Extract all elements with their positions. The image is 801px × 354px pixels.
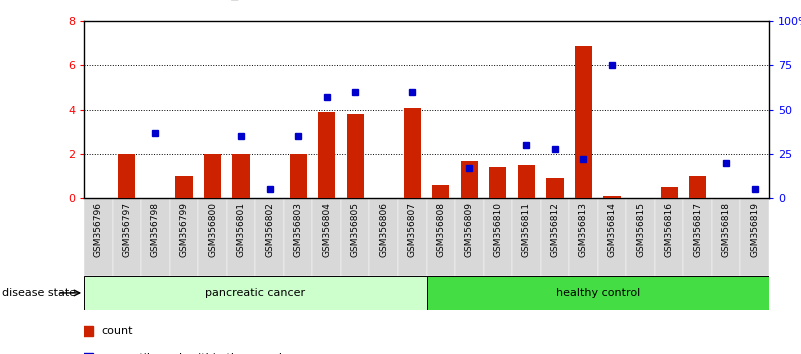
Bar	[347, 114, 364, 198]
Text: GSM356799: GSM356799	[179, 202, 188, 257]
Bar	[426, 276, 769, 310]
Text: GSM356796: GSM356796	[94, 202, 103, 257]
Bar	[227, 198, 256, 276]
Bar	[512, 198, 541, 276]
Text: GSM356809: GSM356809	[465, 202, 474, 257]
Bar	[570, 198, 598, 276]
Text: GSM356814: GSM356814	[607, 202, 617, 257]
Text: GSM356812: GSM356812	[550, 202, 559, 257]
Bar	[661, 187, 678, 198]
Text: percentile rank within the sample: percentile rank within the sample	[101, 353, 289, 354]
Bar	[740, 198, 769, 276]
Bar	[426, 198, 455, 276]
Text: GSM356798: GSM356798	[151, 202, 160, 257]
Text: pancreatic cancer: pancreatic cancer	[205, 288, 305, 298]
Text: GSM356819: GSM356819	[751, 202, 759, 257]
Bar	[398, 198, 426, 276]
Text: GSM356813: GSM356813	[579, 202, 588, 257]
Bar	[712, 198, 740, 276]
Bar	[318, 112, 336, 198]
Bar	[84, 276, 426, 310]
Text: GSM356806: GSM356806	[379, 202, 388, 257]
Bar	[541, 198, 570, 276]
Bar	[455, 198, 484, 276]
Bar	[369, 198, 398, 276]
Text: count: count	[101, 326, 133, 336]
Text: GSM356816: GSM356816	[665, 202, 674, 257]
Text: GSM356804: GSM356804	[322, 202, 331, 257]
Bar	[489, 167, 506, 198]
Text: GSM356801: GSM356801	[236, 202, 246, 257]
Text: GSM356811: GSM356811	[522, 202, 531, 257]
Text: GSM356805: GSM356805	[351, 202, 360, 257]
Text: GSM356815: GSM356815	[636, 202, 645, 257]
Bar	[546, 178, 563, 198]
Bar	[256, 198, 284, 276]
Bar	[199, 198, 227, 276]
Bar	[290, 154, 307, 198]
Bar	[689, 176, 706, 198]
Text: GSM356807: GSM356807	[408, 202, 417, 257]
Bar	[141, 198, 170, 276]
Bar	[84, 198, 113, 276]
Text: GSM356797: GSM356797	[123, 202, 131, 257]
Text: GSM356802: GSM356802	[265, 202, 274, 257]
Text: healthy control: healthy control	[556, 288, 640, 298]
Bar	[119, 154, 135, 198]
Text: GSM356800: GSM356800	[208, 202, 217, 257]
Bar	[603, 196, 621, 198]
Bar	[113, 198, 141, 276]
Bar	[461, 161, 478, 198]
Bar	[284, 198, 312, 276]
Bar	[517, 165, 535, 198]
Bar	[404, 108, 421, 198]
Text: GSM356803: GSM356803	[294, 202, 303, 257]
Text: GSM356810: GSM356810	[493, 202, 502, 257]
Bar	[598, 198, 626, 276]
Bar	[654, 198, 683, 276]
Bar	[433, 185, 449, 198]
Bar	[575, 46, 592, 198]
Bar	[683, 198, 712, 276]
Bar	[175, 176, 192, 198]
Bar	[626, 198, 654, 276]
Text: disease state: disease state	[2, 288, 76, 298]
Bar	[232, 154, 250, 198]
Bar	[341, 198, 369, 276]
Text: GSM356818: GSM356818	[722, 202, 731, 257]
Bar	[170, 198, 199, 276]
Text: GSM356817: GSM356817	[693, 202, 702, 257]
Bar	[312, 198, 341, 276]
Bar	[484, 198, 512, 276]
Bar	[204, 154, 221, 198]
Text: GSM356808: GSM356808	[437, 202, 445, 257]
